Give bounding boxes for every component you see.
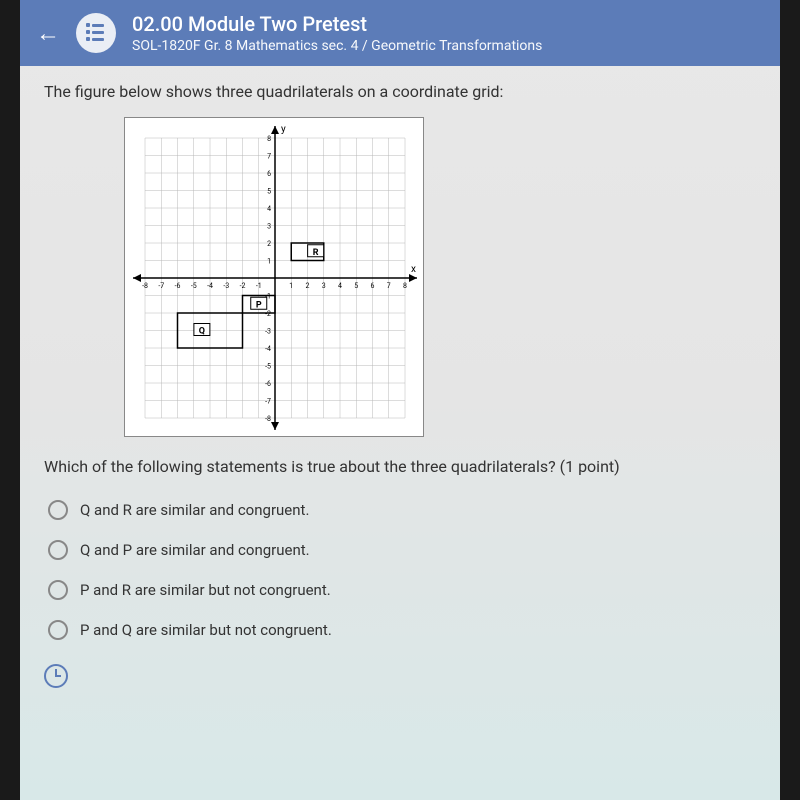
svg-text:2: 2 [267,240,271,248]
radio-icon[interactable] [48,540,68,560]
option-label: P and R are similar but not congruent. [80,581,331,599]
option-2[interactable]: P and R are similar but not congruent. [48,580,756,600]
svg-text:4: 4 [267,205,271,213]
timer-icon[interactable] [44,664,68,688]
svg-text:3: 3 [267,223,271,231]
svg-text:8: 8 [403,282,407,290]
svg-text:1: 1 [267,258,271,266]
svg-text:4: 4 [338,282,342,290]
coordinate-grid: -8-7-6-5-4-3-2-112345678-8-7-6-5-4-3-2-1… [124,117,424,437]
options-list: Q and R are similar and congruent. Q and … [44,500,756,640]
header-text: 02.00 Module Two Pretest SOL-1820F Gr. 8… [132,12,542,54]
screen: ← 02.00 Module Two Pretest SOL-1820F Gr.… [20,0,780,800]
svg-text:8: 8 [267,135,271,143]
svg-text:-6: -6 [265,380,271,388]
radio-icon[interactable] [48,620,68,640]
svg-text:2: 2 [306,282,310,290]
svg-text:3: 3 [322,282,326,290]
svg-text:-2: -2 [240,282,246,290]
svg-text:-1: -1 [256,282,262,290]
svg-text:-8: -8 [265,415,271,423]
content-area: The figure below shows three quadrilater… [20,66,780,704]
option-3[interactable]: P and Q are similar but not congruent. [48,620,756,640]
svg-text:7: 7 [267,153,271,161]
svg-text:5: 5 [267,188,271,196]
svg-text:-5: -5 [191,282,197,290]
svg-text:R: R [313,248,319,258]
svg-text:P: P [256,300,262,310]
svg-text:y: y [281,124,286,135]
question-prompt: Which of the following statements is tru… [44,457,756,476]
svg-text:-5: -5 [265,363,271,371]
option-0[interactable]: Q and R are similar and congruent. [48,500,756,520]
svg-text:1: 1 [289,282,293,290]
page-title: 02.00 Module Two Pretest [132,12,542,36]
header-bar: ← 02.00 Module Two Pretest SOL-1820F Gr.… [20,0,780,66]
svg-text:-3: -3 [223,282,229,290]
svg-text:-8: -8 [142,282,148,290]
svg-text:6: 6 [371,282,375,290]
svg-text:7: 7 [387,282,391,290]
svg-text:-6: -6 [175,282,181,290]
svg-text:5: 5 [354,282,358,290]
option-label: Q and P are similar and congruent. [80,541,310,559]
svg-text:-7: -7 [265,398,271,406]
option-label: P and Q are similar but not congruent. [80,621,332,639]
option-label: Q and R are similar and congruent. [80,501,309,519]
figure-container: -8-7-6-5-4-3-2-112345678-8-7-6-5-4-3-2-1… [44,117,756,437]
radio-icon[interactable] [48,580,68,600]
svg-text:-4: -4 [265,345,271,353]
svg-text:-7: -7 [158,282,164,290]
svg-text:6: 6 [267,170,271,178]
svg-text:-3: -3 [265,328,271,336]
svg-text:-4: -4 [207,282,213,290]
option-1[interactable]: Q and P are similar and congruent. [48,540,756,560]
svg-text:Q: Q [199,327,205,337]
module-list-icon[interactable] [76,13,116,53]
back-arrow-icon[interactable]: ← [36,19,60,48]
page-subtitle: SOL-1820F Gr. 8 Mathematics sec. 4 / Geo… [132,38,542,54]
radio-icon[interactable] [48,500,68,520]
question-intro: The figure below shows three quadrilater… [44,82,756,101]
svg-text:-2: -2 [265,310,271,318]
svg-text:x: x [411,264,416,275]
